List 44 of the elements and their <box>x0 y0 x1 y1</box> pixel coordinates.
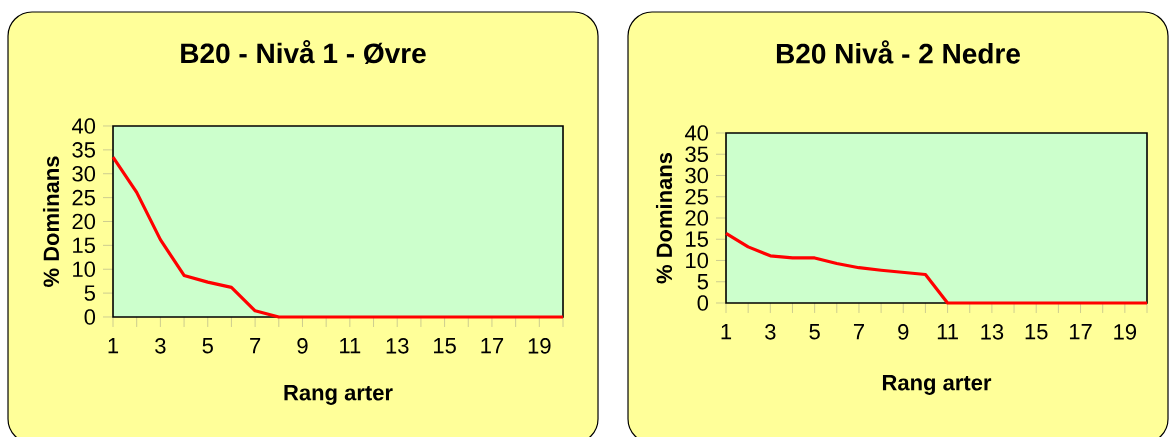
x-tick-label: 7 <box>853 324 864 340</box>
y-tick-label: 20 <box>685 210 709 226</box>
x-tick-label: 9 <box>297 338 308 354</box>
y-axis-title: % Dominans <box>655 152 673 284</box>
x-tick-label: 17 <box>481 338 504 354</box>
x-tick-label: 5 <box>202 338 213 354</box>
y-tick-label: 0 <box>697 295 709 311</box>
y-tick-label: 15 <box>73 237 95 254</box>
x-tick-label: 15 <box>434 338 456 354</box>
x-axis-title: Rang arter <box>284 385 393 405</box>
x-tick-label: 13 <box>386 338 409 354</box>
x-tick-label: 3 <box>155 338 166 354</box>
y-tick-label: 15 <box>686 231 708 247</box>
chart-title: B20 Nivå - 2 Nedre <box>776 40 1020 64</box>
x-tick-label: 11 <box>937 324 958 340</box>
y-tick-label: 5 <box>697 274 708 290</box>
x-tick-label: 3 <box>765 324 776 340</box>
x-axis-title: Rang arter <box>882 375 992 395</box>
x-tick-label: 11 <box>340 338 361 354</box>
y-axis-title: % Dominans <box>42 156 60 287</box>
y-tick-label: 40 <box>71 118 96 134</box>
x-tick-label: 19 <box>1114 324 1137 340</box>
y-tick-label: 35 <box>72 142 95 158</box>
x-tick-label: 19 <box>528 338 551 354</box>
y-tick-label: 5 <box>84 285 95 301</box>
x-tick-label: 9 <box>898 324 909 340</box>
y-tick-label: 25 <box>72 189 95 206</box>
x-tick-label: 5 <box>809 324 820 340</box>
x-tick-label: 13 <box>981 324 1004 340</box>
y-tick-label: 10 <box>686 252 709 269</box>
y-tick-label: 30 <box>685 167 709 184</box>
x-tick-label: 7 <box>250 338 261 354</box>
y-tick-label: 30 <box>72 165 96 182</box>
x-tick-label: 17 <box>1069 324 1092 340</box>
x-tick-label: 1 <box>721 324 732 340</box>
x-tick-label: 1 <box>108 338 119 354</box>
y-tick-label: 40 <box>684 125 709 141</box>
y-tick-label: 10 <box>73 261 96 278</box>
chart-title: B20 - Nivå 1 - Øvre <box>181 39 426 65</box>
y-tick-label: 0 <box>84 309 96 325</box>
x-tick-label: 15 <box>1025 324 1048 340</box>
y-tick-label: 20 <box>72 213 96 230</box>
y-tick-label: 25 <box>685 188 708 205</box>
y-tick-label: 35 <box>685 146 708 163</box>
